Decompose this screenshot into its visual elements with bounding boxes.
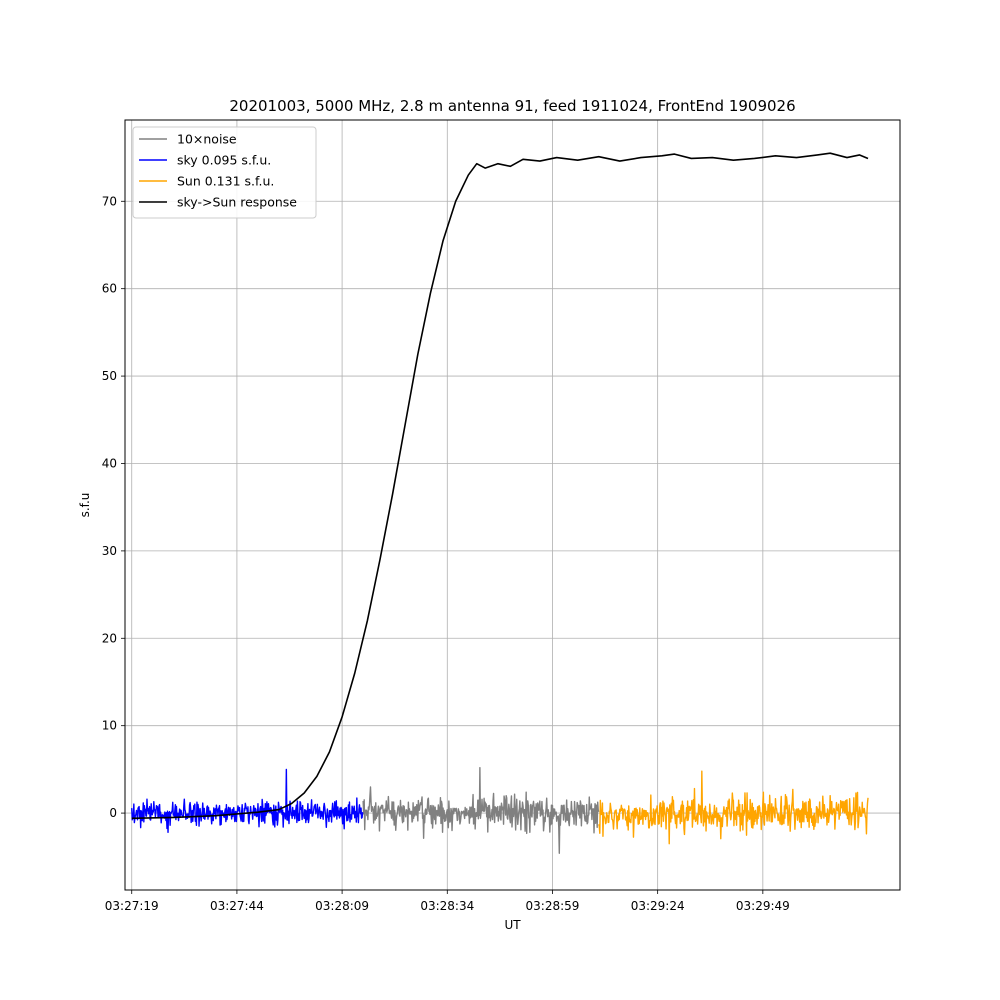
x-axis: 03:27:19 03:27:44 03:28:09 03:28:34 03:28:59… (105, 890, 790, 913)
x-tick-label: 03:28:34 (420, 899, 474, 913)
y-axis: 0 10 20 30 40 50 60 70 (102, 194, 125, 820)
legend-label: sky->Sun response (177, 195, 297, 210)
series-line-2 (598, 770, 869, 845)
y-tick-label: 40 (102, 456, 117, 470)
plot-area (125, 120, 900, 890)
legend-label: Sun 0.131 s.f.u. (177, 174, 274, 189)
y-tick-label: 60 (102, 282, 117, 296)
y-tick-label: 70 (102, 194, 117, 208)
legend-label: 10×noise (177, 132, 237, 147)
legend-label: sky 0.095 s.f.u. (177, 153, 271, 168)
series-line-0 (362, 766, 600, 854)
x-axis-label: UT (504, 918, 521, 932)
x-tick-label: 03:28:59 (526, 899, 580, 913)
y-tick-label: 0 (109, 806, 117, 820)
y-axis-label: s.f.u (78, 493, 92, 518)
y-tick-label: 10 (102, 719, 117, 733)
series-lines (131, 152, 869, 854)
x-tick-label: 03:28:09 (315, 899, 369, 913)
plot-frame (124, 119, 901, 891)
x-tick-label: 03:29:24 (631, 899, 685, 913)
y-tick-label: 30 (102, 544, 117, 558)
x-tick-label: 03:27:19 (105, 899, 159, 913)
y-tick-label: 50 (102, 369, 117, 383)
chart-title: 20201003, 5000 MHz, 2.8 m antenna 91, fe… (229, 97, 795, 115)
x-tick-label: 03:29:49 (736, 899, 790, 913)
y-tick-label: 20 (102, 631, 117, 645)
x-tick-label: 03:27:44 (210, 899, 264, 913)
legend-box (132, 126, 317, 219)
legend: 10×noise sky 0.095 s.f.u. Sun 0.131 s.f.u.… (132, 126, 317, 219)
series-line-3 (131, 152, 869, 820)
